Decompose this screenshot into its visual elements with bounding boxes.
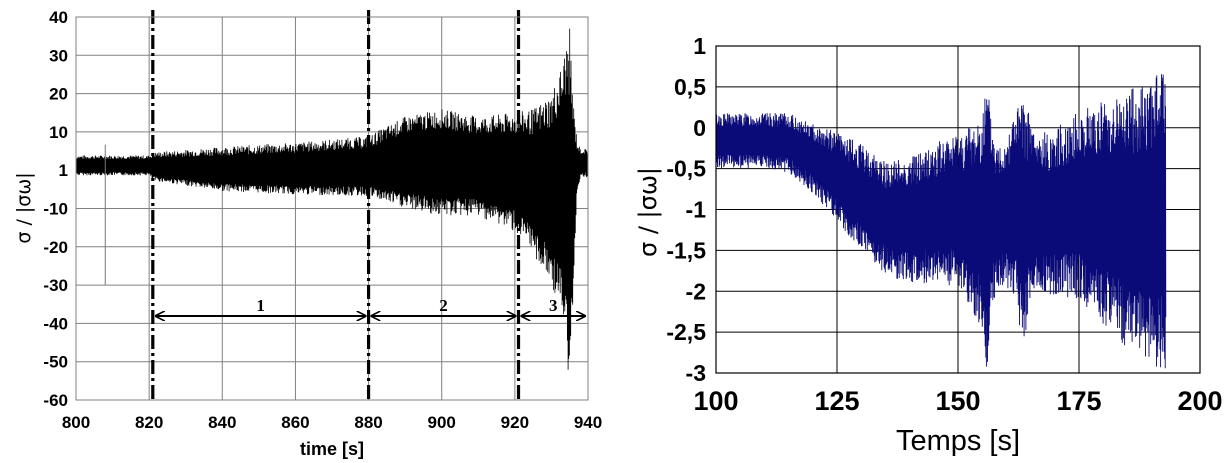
right-y-tick-1: 0,5 xyxy=(674,74,706,100)
right-x-tick-0: 100 xyxy=(693,386,738,416)
left-x-tick-labels: 800 820 840 860 880 900 920 940 xyxy=(62,413,602,432)
left-y-tick-8: -40 xyxy=(43,314,68,333)
right-y-tick-7: -2,5 xyxy=(666,319,706,345)
right-signal-trace xyxy=(715,74,1167,369)
right-signal xyxy=(715,74,1167,369)
left-x-tick-5: 900 xyxy=(428,413,456,432)
left-x-tick-3: 860 xyxy=(281,413,309,432)
right-chart: 10,50-0,5-1-1,5-2-2,5-3 100 125 150 175 200 … xyxy=(634,33,1223,457)
left-y-tick-4: 1 xyxy=(59,161,68,180)
right-y-tick-labels: 1 0,5 0 -0,5 -1 -1,5 -2 -2,5 -3 xyxy=(666,33,706,386)
right-x-axis-label: Temps [s] xyxy=(896,425,1020,457)
left-y-tick-7: -30 xyxy=(43,276,68,295)
left-y-tick-9: -50 xyxy=(43,353,68,372)
right-plot-frame xyxy=(715,45,1201,374)
right-x-tick-1: 125 xyxy=(814,386,859,416)
left-y-tick-0: 40 xyxy=(49,8,68,27)
left-x-tick-7: 940 xyxy=(574,413,602,432)
left-phase-arrows: 1 2 3 xyxy=(156,296,585,316)
left-signal xyxy=(75,28,589,370)
left-y-tick-6: -20 xyxy=(43,238,68,257)
left-y-tick-3: 10 xyxy=(49,123,68,142)
right-y-tick-8: -3 xyxy=(686,360,706,386)
left-y-tick-5: -10 xyxy=(43,200,68,219)
left-y-axis-label: σ / |σω| xyxy=(13,172,35,243)
left-phase-boundaries xyxy=(151,10,521,400)
left-phase-label-1: 2 xyxy=(439,296,448,315)
right-x-tick-2: 150 xyxy=(935,386,980,416)
right-x-tick-labels: 100 125 150 175 200 xyxy=(693,386,1222,416)
left-x-tick-2: 840 xyxy=(208,413,236,432)
right-y-tick-5: -1,5 xyxy=(666,237,706,263)
left-y-tick-2: 20 xyxy=(49,85,68,104)
left-y-tick-10: -60 xyxy=(43,391,68,410)
right-x-tick-3: 175 xyxy=(1056,386,1101,416)
right-y-tick-2: 0 xyxy=(693,115,706,141)
left-x-tick-6: 920 xyxy=(501,413,529,432)
left-signal-trace xyxy=(75,28,589,370)
left-x-tick-0: 800 xyxy=(62,413,90,432)
left-plot-frame xyxy=(75,16,589,401)
left-y-tick-labels: 40 30 20 10 1 -10 -20 -30 -40 -50 -60 xyxy=(43,8,68,410)
left-x-tick-4: 880 xyxy=(354,413,382,432)
left-x-axis-label: time [s] xyxy=(300,439,364,459)
right-y-tick-4: -1 xyxy=(686,197,707,223)
right-x-tick-4: 200 xyxy=(1177,386,1222,416)
right-y-tick-0: 1 xyxy=(693,33,706,59)
right-y-tick-6: -2 xyxy=(686,278,706,304)
right-y-tick-3: -0,5 xyxy=(666,156,706,182)
left-chart: 1 2 3 40 30 20 10 1 -10 -20 -30 -40 -50 -60 800 820 84… xyxy=(13,8,602,459)
right-y-axis-label: σ / |σω| xyxy=(634,167,662,257)
left-phase-label-2: 3 xyxy=(549,296,558,315)
left-phase-label-0: 1 xyxy=(256,296,265,315)
left-x-tick-1: 820 xyxy=(135,413,163,432)
left-y-tick-1: 30 xyxy=(49,46,68,65)
